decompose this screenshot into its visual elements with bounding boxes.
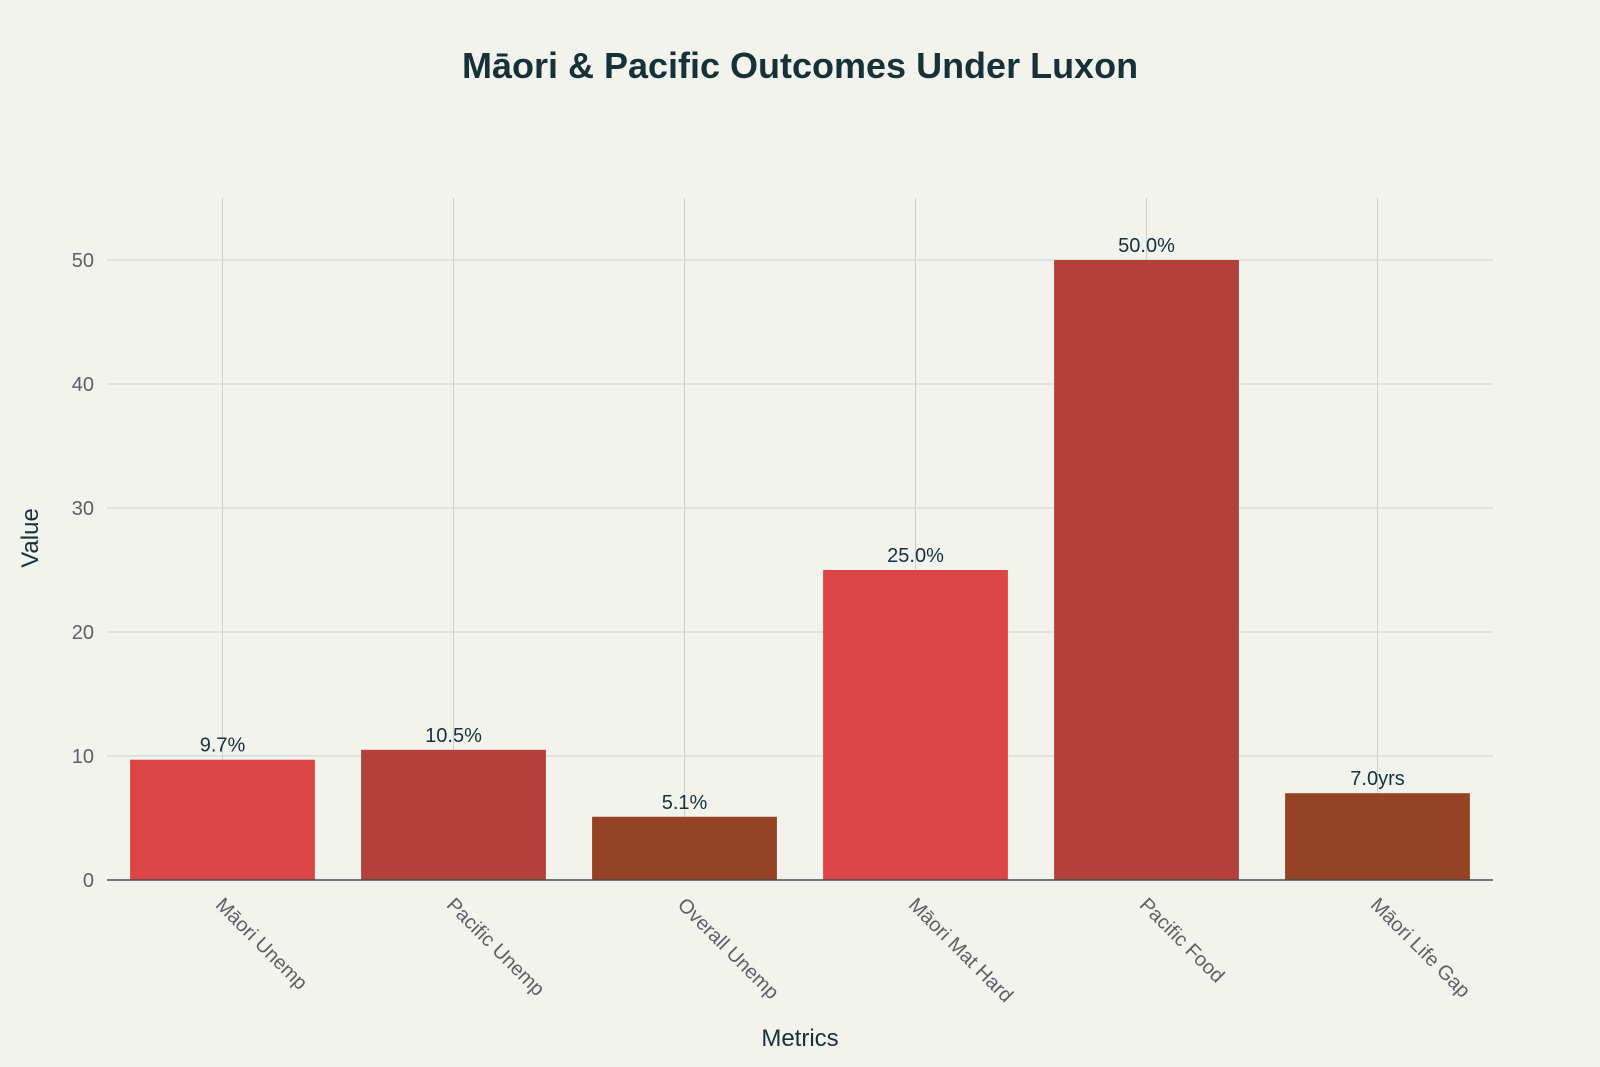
bar-0	[130, 759, 315, 880]
x-tick-label-5: Māori Life Gap	[1366, 894, 1474, 1002]
data-label-0: 9.7%	[200, 735, 246, 757]
y-tick-label-2: 20	[72, 622, 94, 644]
data-label-3: 25.0%	[887, 545, 944, 567]
y-tick-label-4: 40	[72, 374, 94, 396]
x-tick-label-1: Pacific Unemp	[442, 894, 549, 1001]
bar-5	[1285, 793, 1470, 880]
x-tick-label-2: Overall Unemp	[673, 894, 783, 1004]
x-axis-title: Metrics	[761, 1025, 838, 1052]
y-tick-label-1: 10	[72, 746, 94, 768]
x-tick-label-4: Pacific Food	[1135, 894, 1228, 987]
y-tick-label-3: 30	[72, 498, 94, 520]
bar-3	[823, 570, 1008, 880]
y-tick-label-0: 0	[83, 870, 94, 892]
y-axis-ticks: 0 10 20 30 40 50	[72, 250, 94, 892]
bars	[130, 260, 1470, 880]
data-label-5: 7.0yrs	[1350, 768, 1404, 790]
chart-title: Māori & Pacific Outcomes Under Luxon	[462, 45, 1138, 86]
data-labels: 9.7% 10.5% 5.1% 25.0% 50.0% 7.0yrs	[200, 235, 1405, 814]
bar-2	[592, 816, 777, 880]
data-label-4: 50.0%	[1118, 235, 1175, 257]
bar-4	[1054, 260, 1239, 880]
y-axis-title: Value	[17, 508, 44, 568]
y-tick-label-5: 50	[72, 250, 94, 272]
data-label-2: 5.1%	[662, 792, 708, 814]
x-axis-ticks: Māori Unemp Pacific Unemp Overall Unemp Māo…	[211, 894, 1474, 1007]
data-label-1: 10.5%	[425, 725, 482, 747]
x-tick-label-3: Māori Mat Hard	[904, 894, 1017, 1007]
bar-1	[361, 749, 546, 880]
x-tick-label-0: Māori Unemp	[211, 894, 311, 994]
